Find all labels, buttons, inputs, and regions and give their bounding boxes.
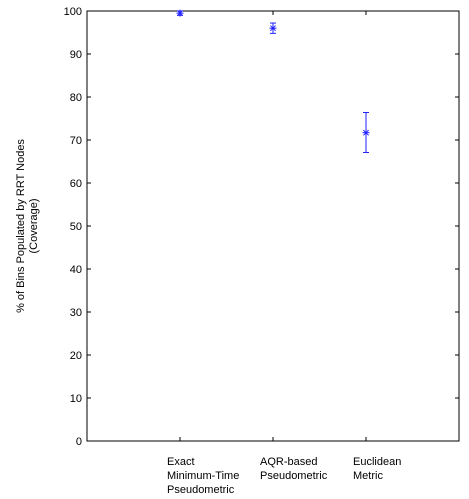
y-tick-label: 20 [70,350,82,362]
y-tick-label: 30 [70,307,82,319]
marker-stroke [177,10,183,17]
x-category-label: Minimum-Time [167,470,239,482]
y-axis-ticks: 0 10 20 30 40 50 60 70 80 90 100 [64,6,459,448]
x-category-label: Euclidean [353,456,401,468]
y-axis-title: % of Bins Populated by RRT Nodes (Coverag… [15,139,40,313]
x-category-label: Metric [353,470,383,482]
y-tick-label: 90 [70,49,82,61]
axes [86,10,460,442]
asterisk-marker [362,129,370,137]
marker-stroke [270,25,276,32]
y-tick-label: 10 [70,393,82,405]
plot-frame [86,10,460,442]
y-tick-label: 100 [64,6,82,18]
x-category-label: Exact [167,456,195,468]
data-points [176,9,370,153]
y-tick-label: 0 [76,436,82,448]
y-tick-label: 70 [70,135,82,147]
y-tick-label: 40 [70,264,82,276]
asterisk-marker [269,24,277,32]
y-axis-title-line: (Coverage) [28,198,40,253]
y-tick-label: 80 [70,92,82,104]
x-axis-ticks: Exact Minimum-Time Pseudometric AQR-based Ps… [167,11,401,496]
x-category-label: AQR-based [260,456,317,468]
y-tick-label: 60 [70,178,82,190]
asterisk-marker [176,9,184,17]
y-tick-label: 50 [70,221,82,233]
x-category-label: Pseudometric [167,484,235,496]
marker-stroke [363,129,369,136]
x-category-label: Pseudometric [260,470,328,482]
y-axis-title-line: % of Bins Populated by RRT Nodes [15,139,27,313]
